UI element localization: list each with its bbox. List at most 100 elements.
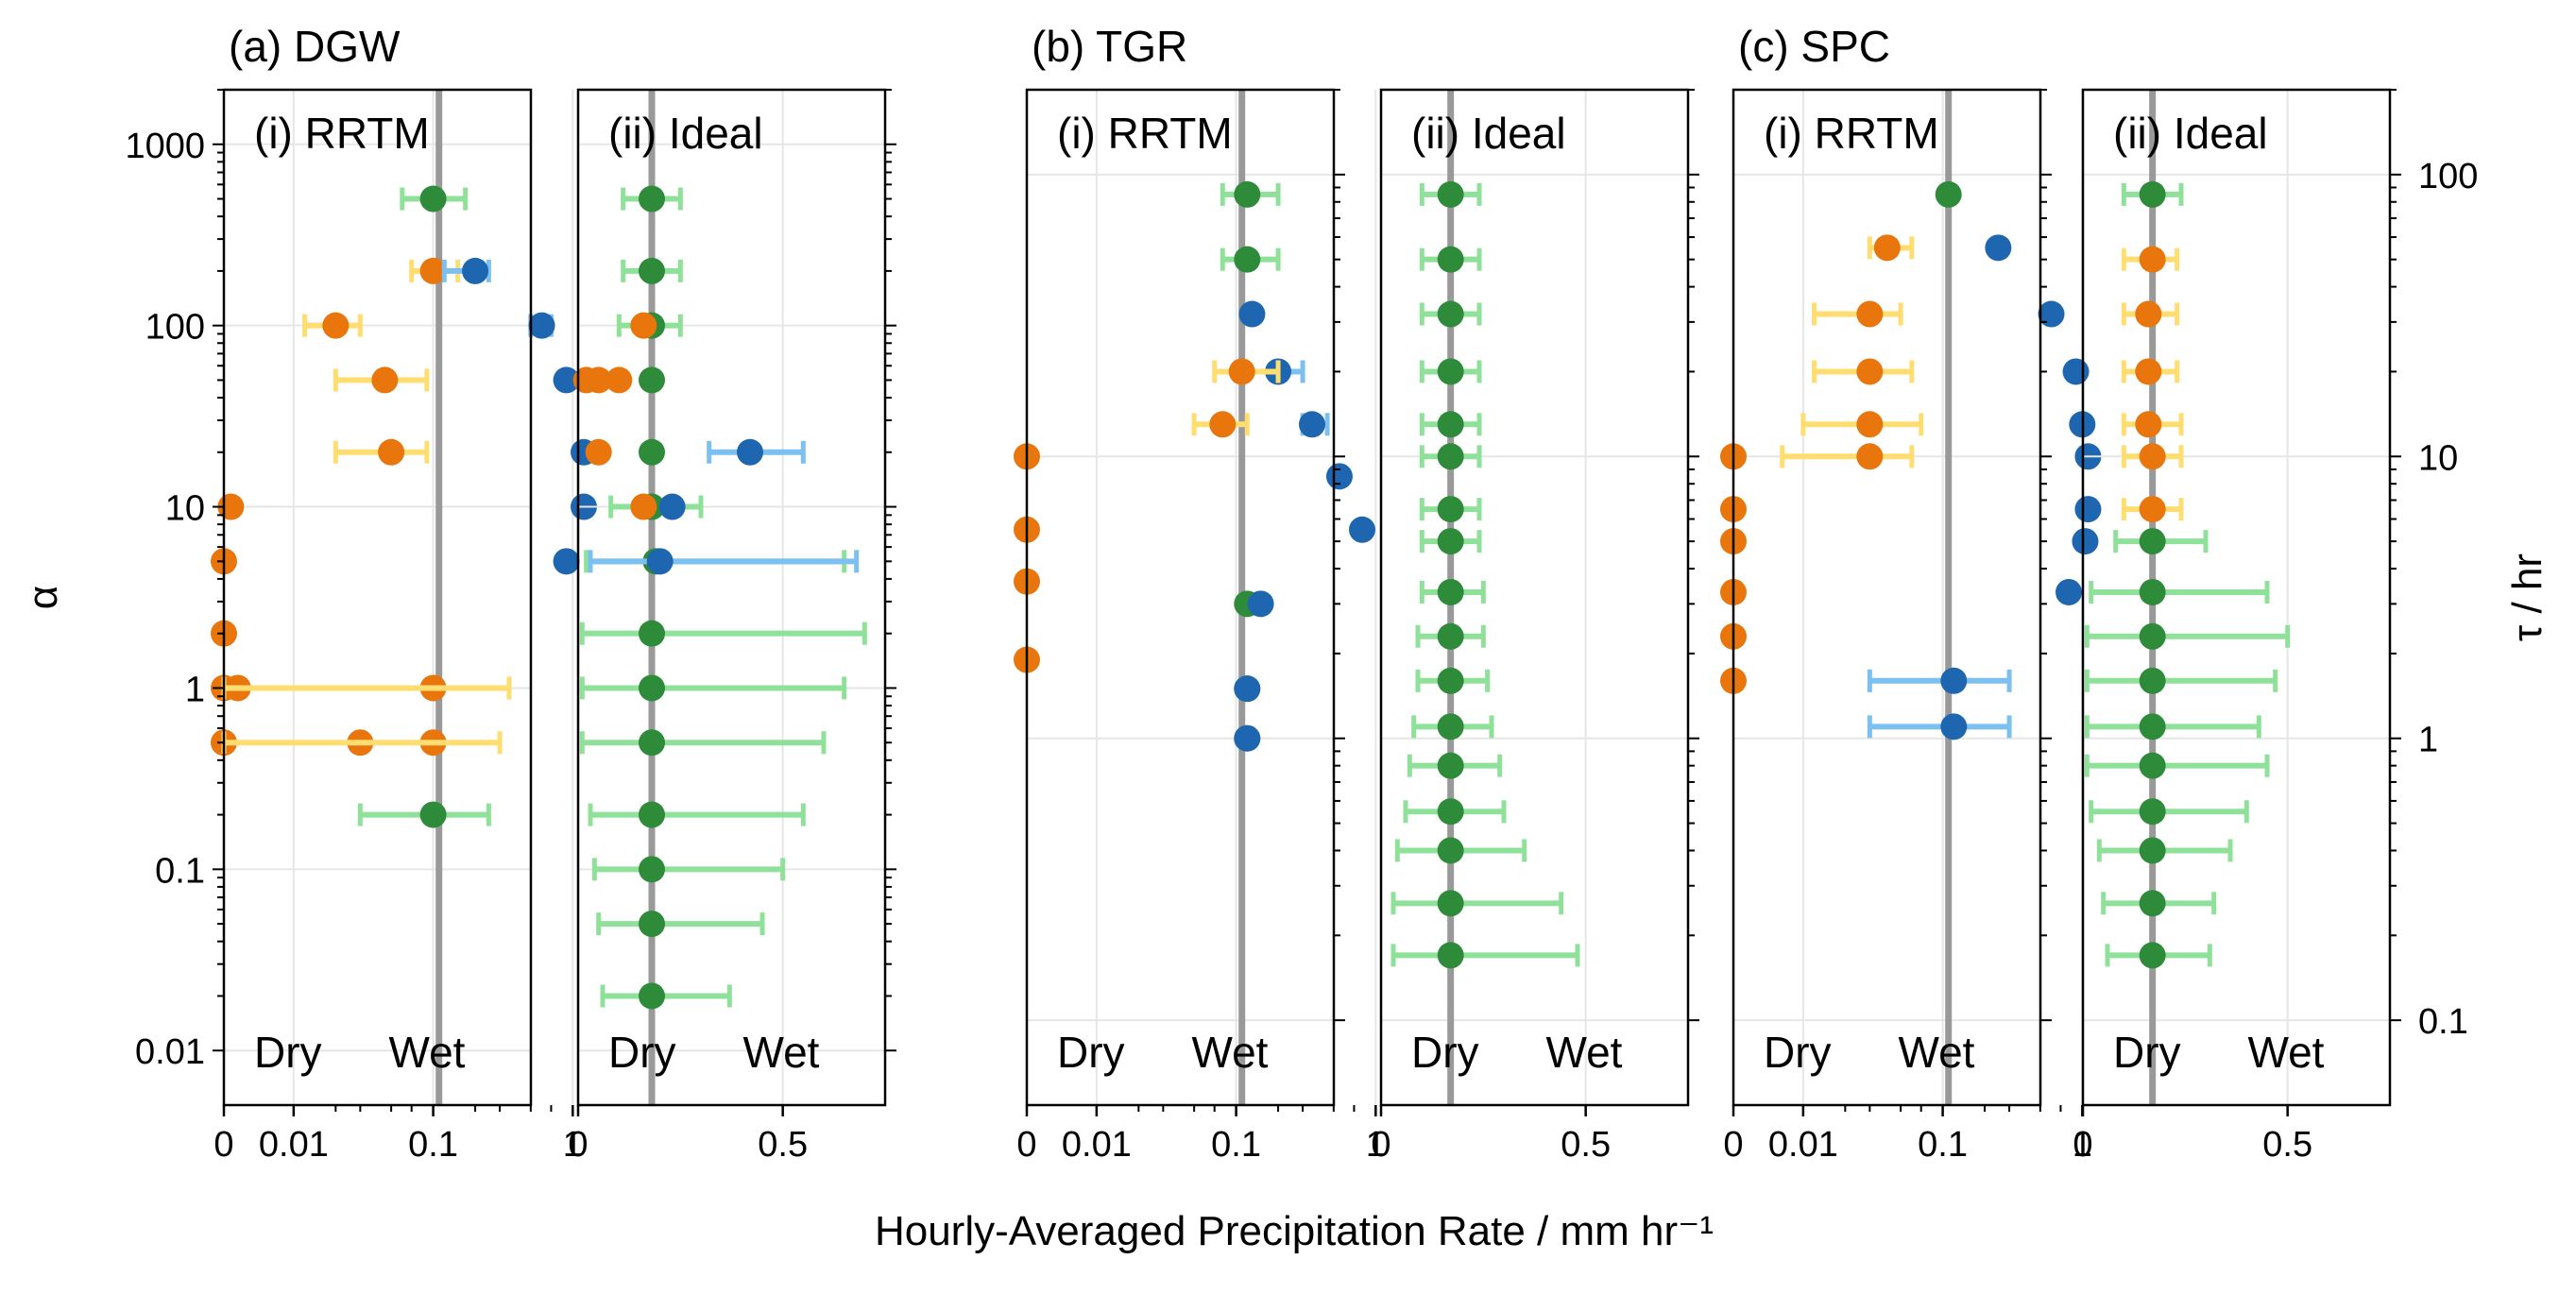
data-point-blue xyxy=(462,257,489,284)
data-point-blue xyxy=(658,493,686,520)
alpha-tick-label: 0.1 xyxy=(155,851,205,891)
data-point-green xyxy=(1437,667,1464,694)
data-point-orange xyxy=(2135,300,2162,328)
data-point-blue xyxy=(553,548,580,575)
data-point-blue xyxy=(1985,234,2012,262)
data-point-orange xyxy=(419,257,447,284)
data-point-orange xyxy=(1856,443,1884,470)
data-point-blue xyxy=(1940,667,1968,694)
data-point-green xyxy=(419,185,447,213)
data-point-blue xyxy=(2062,358,2090,385)
data-point-green xyxy=(639,185,665,213)
dry-label: Dry xyxy=(608,1028,676,1077)
data-point-green xyxy=(1437,942,1464,969)
data-point-orange xyxy=(2139,496,2166,523)
x-tick-label: 1 xyxy=(1366,1125,1386,1165)
data-point-green xyxy=(2139,942,2166,969)
data-point-green xyxy=(1437,496,1464,523)
panel-frame xyxy=(2081,88,2392,1107)
data-point-blue xyxy=(553,366,580,394)
data-point-green xyxy=(639,366,665,394)
panel-frame xyxy=(1025,88,1336,1107)
data-point-blue xyxy=(1234,724,1261,752)
group-title: (c) SPC xyxy=(1738,22,1890,71)
data-point-green xyxy=(639,620,665,647)
data-point-green xyxy=(1437,798,1464,826)
alpha-tick-label: 10 xyxy=(165,489,205,529)
panel-frame xyxy=(222,88,533,1107)
panel-title: (i) RRTM xyxy=(1764,109,1939,158)
data-point-green xyxy=(639,674,665,702)
data-point-green xyxy=(639,982,665,1010)
data-point-orange xyxy=(2135,411,2162,438)
x-tick-label: 0.01 xyxy=(259,1125,329,1165)
data-point-orange xyxy=(1856,358,1884,385)
alpha-tick-label: 1000 xyxy=(125,127,205,166)
data-point-green xyxy=(1437,358,1464,385)
data-point-green xyxy=(1437,752,1464,779)
data-point-green xyxy=(1437,246,1464,273)
data-point-green xyxy=(1437,443,1464,470)
data-point-green xyxy=(1437,578,1464,605)
alpha-tick-label: 0.01 xyxy=(135,1032,205,1072)
panel-title: (i) RRTM xyxy=(1057,109,1233,158)
x-tick-label: 0 xyxy=(2073,1125,2092,1165)
x-tick-label: 0 xyxy=(568,1125,588,1165)
wet-label: Wet xyxy=(1546,1028,1623,1077)
data-point-blue xyxy=(2074,496,2102,523)
data-point-blue xyxy=(2038,300,2065,328)
data-point-blue xyxy=(2056,578,2083,605)
alpha-tick-label: 1 xyxy=(185,670,205,709)
panel-frame xyxy=(1379,88,1690,1107)
data-point-orange xyxy=(322,312,350,339)
data-point-blue xyxy=(1247,590,1274,618)
left-y-axis-label: α xyxy=(20,586,66,609)
data-point-green xyxy=(639,856,665,883)
data-point-orange xyxy=(2135,358,2162,385)
data-point-green xyxy=(2139,578,2166,605)
data-point-green xyxy=(639,801,665,828)
data-point-blue xyxy=(1238,300,1266,328)
data-point-orange xyxy=(371,366,399,394)
panel-title: (i) RRTM xyxy=(254,109,430,158)
data-point-green xyxy=(2139,713,2166,741)
data-point-green xyxy=(2139,180,2166,208)
panel-frame xyxy=(1732,88,2042,1107)
data-point-green xyxy=(2139,528,2166,555)
tau-tick-label: 1 xyxy=(2418,721,2438,760)
x-tick-label: 0 xyxy=(1016,1125,1036,1165)
tau-tick-label: 100 xyxy=(2418,157,2478,196)
data-point-blue xyxy=(1234,675,1261,703)
x-axis-label: Hourly-Averaged Precipitation Rate / mm … xyxy=(875,1208,1714,1254)
data-point-blue xyxy=(737,438,763,466)
data-point-green xyxy=(2139,798,2166,826)
data-point-blue xyxy=(1298,411,1325,438)
x-tick-label: 0.1 xyxy=(408,1125,458,1165)
data-point-green xyxy=(2139,752,2166,779)
data-point-green xyxy=(1437,528,1464,555)
x-tick-label: 0.5 xyxy=(2262,1125,2312,1165)
data-point-blue xyxy=(2072,528,2099,555)
data-point-green xyxy=(1935,180,1962,208)
x-tick-label: 0.5 xyxy=(1561,1125,1611,1165)
x-tick-label: 1 xyxy=(2073,1125,2092,1165)
data-point-green xyxy=(1437,300,1464,328)
data-point-blue xyxy=(528,312,555,339)
wet-label: Wet xyxy=(743,1028,820,1077)
data-point-green xyxy=(2139,837,2166,864)
data-point-orange xyxy=(606,366,633,394)
right-y-axis-label: τ / hr xyxy=(2504,553,2550,641)
data-point-green xyxy=(1437,713,1464,741)
x-tick-label: 0.1 xyxy=(1211,1125,1261,1165)
dry-label: Dry xyxy=(1764,1028,1832,1077)
data-point-green xyxy=(2139,667,2166,694)
data-point-orange xyxy=(1873,234,1901,262)
dry-label: Dry xyxy=(1057,1028,1125,1077)
data-point-orange xyxy=(2139,246,2166,273)
data-point-orange xyxy=(630,312,657,339)
wet-label: Wet xyxy=(1899,1028,1975,1077)
data-point-blue xyxy=(1349,516,1376,543)
tau-tick-label: 10 xyxy=(2418,438,2458,478)
data-point-orange xyxy=(2139,443,2166,470)
x-tick-label: 0 xyxy=(213,1125,233,1165)
